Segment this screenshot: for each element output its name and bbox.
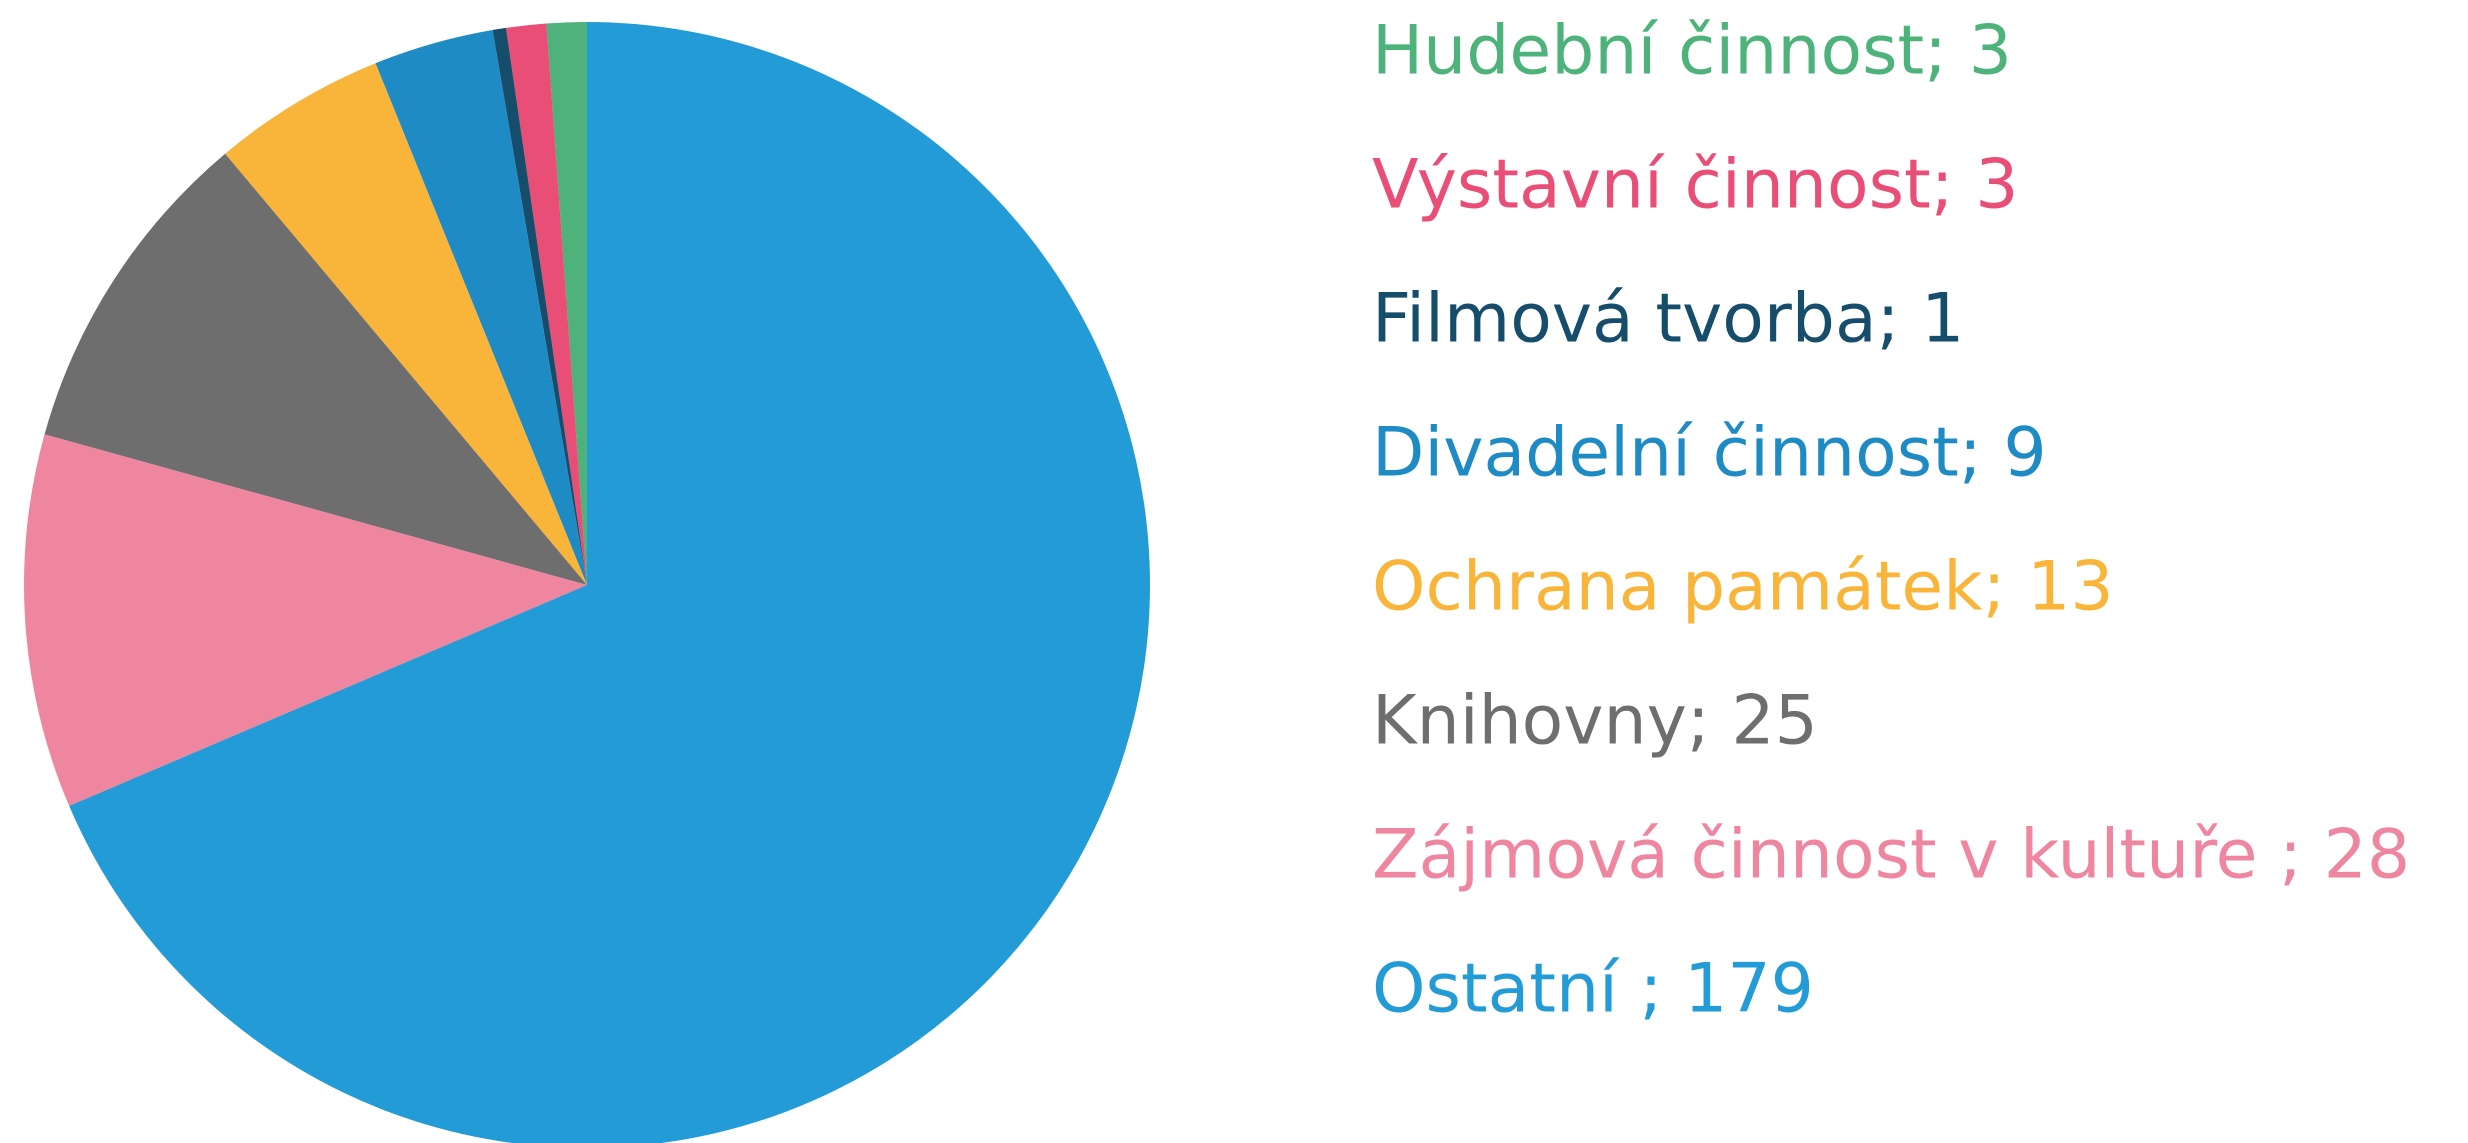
pie-slice xyxy=(492,27,587,585)
legend-label: Filmová tvorba; 1 xyxy=(1372,280,1964,359)
pie-slice xyxy=(505,23,587,586)
legend-label: Ostatní ; 179 xyxy=(1372,950,1814,1029)
pie-slice xyxy=(546,22,587,585)
pie-slice xyxy=(69,22,1150,1143)
legend-label: Zájmová činnost v kultuře ; 28 xyxy=(1372,816,2410,895)
pie-slice xyxy=(375,29,587,585)
legend-label: Hudební činnost; 3 xyxy=(1372,12,2012,91)
legend-label: Divadelní činnost; 9 xyxy=(1372,414,2047,493)
legend-label: Ochrana památek; 13 xyxy=(1372,548,2114,627)
pie-slice xyxy=(225,63,587,585)
legend-label: Výstavní činnost; 3 xyxy=(1372,146,2019,225)
pie-slice xyxy=(23,434,587,806)
legend-label: Knihovny; 25 xyxy=(1372,682,1818,761)
pie-slice xyxy=(44,153,587,585)
